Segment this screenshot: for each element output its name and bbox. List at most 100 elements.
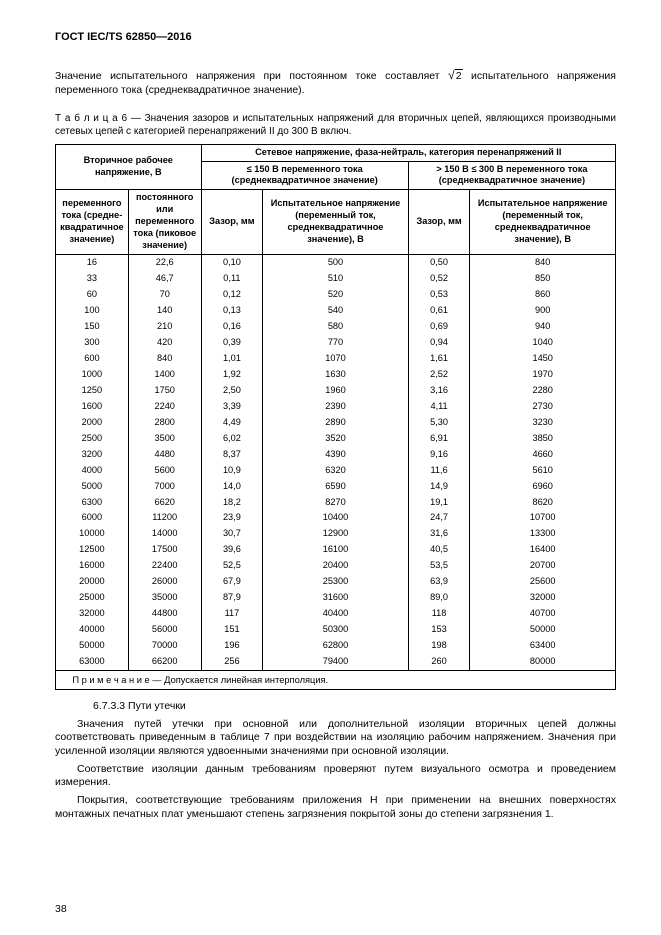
table-cell: 6000 (56, 510, 129, 526)
table-cell: 3,16 (408, 383, 470, 399)
table6-note: П р и м е ч а н и е — Допускается линейн… (56, 670, 616, 689)
table-cell: 150 (56, 319, 129, 335)
table-row: 200028004,4928905,303230 (56, 415, 616, 431)
table-cell: 0,61 (408, 303, 470, 319)
table-cell: 5600 (128, 463, 201, 479)
table-cell: 44800 (128, 606, 201, 622)
table-cell: 2500 (56, 431, 129, 447)
section-6-7-3-3: 6.7.3.3 Пути утечки (93, 700, 616, 714)
table-cell: 63,9 (408, 574, 470, 590)
table-cell: 1040 (470, 335, 616, 351)
table-cell: 256 (201, 654, 263, 670)
table-cell: 18,2 (201, 495, 263, 511)
table-cell: 0,13 (201, 303, 263, 319)
table-cell: 26000 (128, 574, 201, 590)
table-cell: 5000 (56, 479, 129, 495)
table-row: 1502100,165800,69940 (56, 319, 616, 335)
table-cell: 40,5 (408, 542, 470, 558)
table-cell: 31600 (263, 590, 409, 606)
table-cell: 4000 (56, 463, 129, 479)
table-cell: 6300 (56, 495, 129, 511)
table-cell: 35000 (128, 590, 201, 606)
table-cell: 0,53 (408, 287, 470, 303)
table-row: 32000448001174040011840700 (56, 606, 616, 622)
table-cell: 23,9 (201, 510, 263, 526)
th-c2: постоянного или переменного тока (пиково… (128, 190, 201, 255)
table-cell: 25300 (263, 574, 409, 590)
table-cell: 32000 (470, 590, 616, 606)
table-cell: 40000 (56, 622, 129, 638)
table-cell: 8,37 (201, 447, 263, 463)
table-cell: 600 (56, 351, 129, 367)
table-cell: 17500 (128, 542, 201, 558)
table-cell: 2390 (263, 399, 409, 415)
table6-caption: Т а б л и ц а 6 — Значения зазоров и исп… (55, 112, 616, 138)
table-cell: 39,6 (201, 542, 263, 558)
table-cell: 6,02 (201, 431, 263, 447)
table-row: 6300662018,2827019,18620 (56, 495, 616, 511)
table-row: 3346,70,115100,52850 (56, 271, 616, 287)
table-cell: 40400 (263, 606, 409, 622)
table-cell: 16100 (263, 542, 409, 558)
table-row: 125001750039,61610040,516400 (56, 542, 616, 558)
table-cell: 6320 (263, 463, 409, 479)
table-cell: 3,39 (201, 399, 263, 415)
table-cell: 2800 (128, 415, 201, 431)
table-cell: 16 (56, 255, 129, 271)
table-row: 60700,125200,53860 (56, 287, 616, 303)
table-cell: 63400 (470, 638, 616, 654)
table-cell: 1450 (470, 351, 616, 367)
table-cell: 50000 (470, 622, 616, 638)
page-number: 38 (55, 903, 67, 917)
table-cell: 1070 (263, 351, 409, 367)
after-p3: Покрытия, соответствующие требованиям пр… (55, 794, 616, 821)
table-cell: 2000 (56, 415, 129, 431)
table-cell: 2,50 (201, 383, 263, 399)
sqrt-2: √2 (448, 70, 462, 82)
table-cell: 500 (263, 255, 409, 271)
table-cell: 11200 (128, 510, 201, 526)
table-cell: 210 (128, 319, 201, 335)
table-cell: 25000 (56, 590, 129, 606)
table6-note-text: — Допускается линейная интерполяция. (150, 675, 328, 685)
table-cell: 3230 (470, 415, 616, 431)
table-cell: 840 (470, 255, 616, 271)
table-cell: 14000 (128, 526, 201, 542)
table-cell: 53,5 (408, 558, 470, 574)
table-cell: 6620 (128, 495, 201, 511)
table-cell: 1970 (470, 367, 616, 383)
table-row: 160002240052,52040053,520700 (56, 558, 616, 574)
table-cell: 70000 (128, 638, 201, 654)
table-row: 1622,60,105000,50840 (56, 255, 616, 271)
table-cell: 9,16 (408, 447, 470, 463)
table-cell: 4,49 (201, 415, 263, 431)
table-row: 125017502,5019603,162280 (56, 383, 616, 399)
table-row: 200002600067,92530063,925600 (56, 574, 616, 590)
table-row: 250003500087,93160089,032000 (56, 590, 616, 606)
table-cell: 117 (201, 606, 263, 622)
table-cell: 32000 (56, 606, 129, 622)
table-cell: 50000 (56, 638, 129, 654)
table-cell: 118 (408, 606, 470, 622)
table-cell: 8620 (470, 495, 616, 511)
table-cell: 62800 (263, 638, 409, 654)
th-r2: > 150 В ≤ 300 В переменного тока (средне… (408, 161, 615, 190)
table-cell: 1630 (263, 367, 409, 383)
th-left: Вторичное рабочее напряжение, В (56, 144, 202, 190)
table-cell: 10400 (263, 510, 409, 526)
table-cell: 1000 (56, 367, 129, 383)
table-cell: 3500 (128, 431, 201, 447)
table-cell: 140 (128, 303, 201, 319)
table-cell: 153 (408, 622, 470, 638)
table-cell: 14,9 (408, 479, 470, 495)
table-cell: 0,69 (408, 319, 470, 335)
table6-caption-label: Т а б л и ц а 6 (55, 113, 127, 124)
table-cell: 20400 (263, 558, 409, 574)
table-cell: 12500 (56, 542, 129, 558)
table-row: 1001400,135400,61900 (56, 303, 616, 319)
table-cell: 10000 (56, 526, 129, 542)
table-row: 6008401,0110701,611450 (56, 351, 616, 367)
table-cell: 70 (128, 287, 201, 303)
table-cell: 2730 (470, 399, 616, 415)
table-row: 4000560010,9632011,65610 (56, 463, 616, 479)
